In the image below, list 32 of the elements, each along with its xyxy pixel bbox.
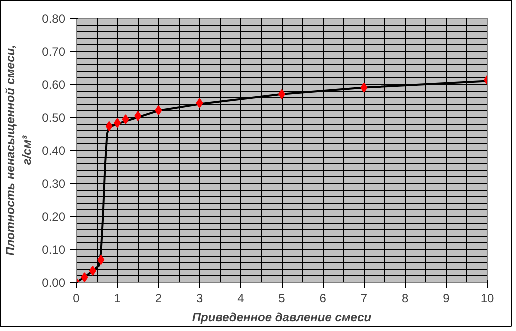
point: [196, 98, 204, 108]
point: [360, 82, 368, 93]
y-tick-label: 0.40: [42, 144, 66, 158]
y-tick-label: 0.60: [42, 78, 66, 92]
y-tick-label: 0.70: [42, 45, 66, 59]
y-tick-label: 0.30: [42, 177, 66, 191]
point: [81, 272, 88, 282]
x-tick-label: 9: [443, 292, 450, 306]
y-tick-label: 0.20: [42, 210, 66, 224]
point: [155, 106, 162, 116]
x-tick-label: 0: [73, 292, 80, 306]
y-tick-label: 0.00: [42, 276, 66, 290]
point: [134, 111, 142, 122]
x-tick-label: 1: [114, 292, 122, 306]
point: [122, 114, 130, 124]
x-tick-label: 8: [402, 292, 409, 306]
y-tick-label: 0.80: [42, 12, 66, 26]
x-axis-title: Приведенное давление смеси: [192, 310, 372, 324]
y-tick-label: 0.50: [42, 111, 66, 125]
x-tick-label: 6: [320, 292, 327, 306]
x-tick-label: 7: [360, 292, 368, 306]
point: [106, 121, 113, 132]
x-tick-label: 3: [196, 292, 204, 306]
x-tick-label: 5: [278, 292, 286, 306]
x-tick-label: 2: [155, 292, 162, 306]
y-axis-title: Плотность ненасыщенной смеси, г/см³: [3, 45, 34, 256]
y-tick-label: 0.10: [42, 243, 66, 257]
point: [98, 255, 105, 266]
x-tick-label: 4: [238, 292, 245, 306]
point: [89, 266, 96, 276]
x-tick-label: 10: [480, 292, 494, 306]
point: [114, 118, 122, 128]
